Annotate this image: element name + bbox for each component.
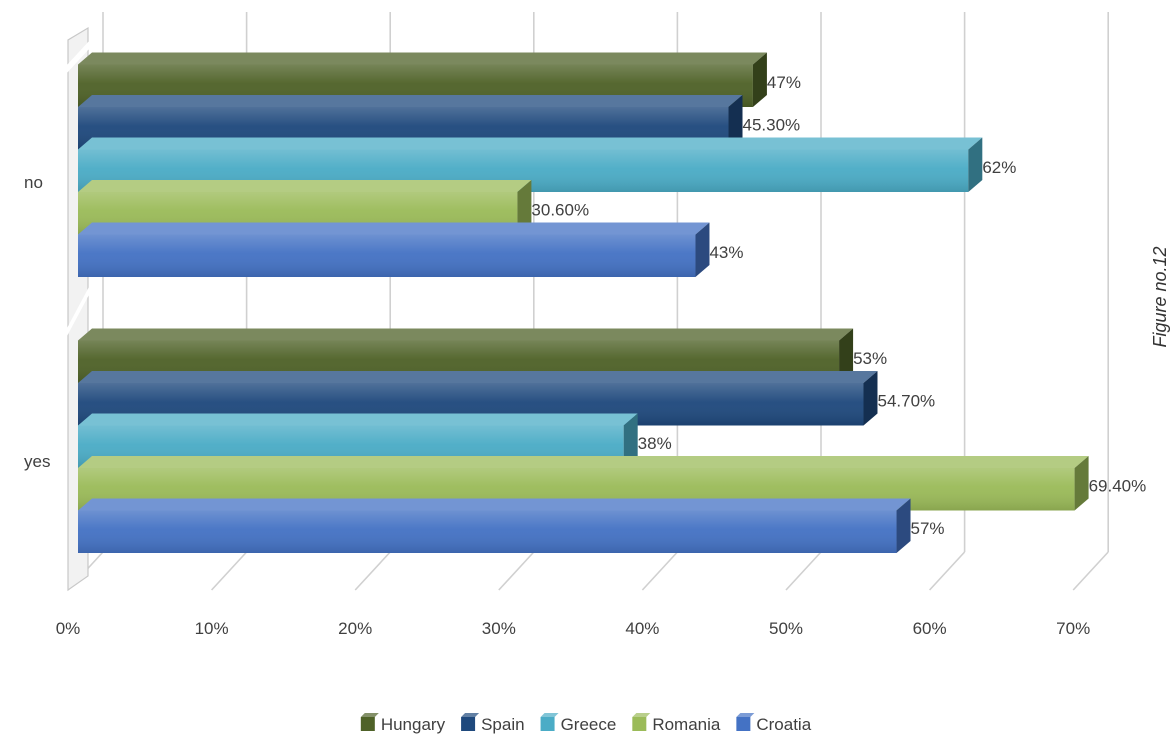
bar-highlight — [78, 234, 696, 277]
bar-top-face — [78, 328, 854, 341]
bar-top-face — [78, 95, 743, 107]
category-label: yes — [24, 452, 50, 471]
bar-highlight — [78, 510, 897, 553]
legend-swatch — [736, 717, 751, 731]
bar-side-face — [1074, 456, 1089, 511]
bar-side-face — [623, 413, 638, 468]
x-tick-label: 0% — [56, 619, 81, 638]
bar-side-face — [517, 180, 532, 235]
data-label: 30.60% — [531, 200, 589, 219]
legend-swatch — [632, 717, 647, 731]
x-tick-label: 30% — [482, 619, 516, 638]
legend-swatch-top — [360, 713, 379, 717]
bar-side-face — [863, 371, 878, 426]
legend-label: Croatia — [756, 715, 811, 734]
legend: Hungary Spain Greece Romania Croatia — [360, 713, 812, 734]
gridline-floor — [929, 551, 966, 591]
gridline-floor — [211, 551, 248, 591]
bar-top-face — [78, 498, 911, 511]
bar-top-face — [78, 371, 878, 383]
data-label: 53% — [853, 349, 887, 368]
bar-top-face — [78, 137, 983, 150]
bar-side-face — [752, 52, 767, 107]
figure-caption: Figure no.12 — [1150, 246, 1170, 347]
legend-swatch-top — [540, 713, 559, 717]
bar-side-face — [896, 498, 911, 553]
legend-swatch — [360, 717, 375, 731]
x-tick-label: 40% — [625, 619, 659, 638]
x-tick-label: 50% — [769, 619, 803, 638]
data-label: 57% — [911, 519, 945, 538]
data-label: 47% — [767, 73, 801, 92]
legend-item-romania: Romania — [632, 713, 721, 734]
data-label: 69.40% — [1089, 476, 1147, 495]
gridline-floor — [785, 551, 822, 591]
bar-top-face — [78, 222, 710, 235]
data-label: 62% — [982, 158, 1016, 177]
legend-swatch-top — [632, 713, 651, 717]
data-label: 54.70% — [877, 391, 935, 410]
gridline-floor — [1072, 551, 1109, 591]
legend-item-hungary: Hungary — [360, 713, 446, 734]
legend-swatch — [461, 717, 476, 731]
data-label: 45.30% — [743, 115, 801, 134]
bar-layer — [78, 52, 1089, 553]
bar-top-face — [78, 413, 638, 426]
bar-top-face — [78, 52, 767, 65]
legend-label: Spain — [481, 715, 524, 734]
legend-item-greece: Greece — [540, 713, 617, 734]
bar-side-face — [728, 95, 743, 150]
wall-break — [66, 40, 90, 74]
bar-top-face — [78, 456, 1089, 468]
bar-side-face — [968, 137, 983, 192]
data-label: 43% — [709, 243, 743, 262]
category-label: no — [24, 173, 43, 192]
bar-top-face — [78, 180, 532, 192]
bar-side-face — [839, 328, 854, 383]
x-tick-label: 60% — [913, 619, 947, 638]
x-tick-label: 10% — [195, 619, 229, 638]
legend-label: Hungary — [381, 715, 446, 734]
legend-swatch-top — [461, 713, 480, 717]
bar-side-face — [695, 222, 710, 277]
legend-swatch — [540, 717, 555, 731]
legend-item-spain: Spain — [461, 713, 525, 734]
gridline-floor — [498, 551, 535, 591]
wall-break — [66, 285, 90, 338]
legend-label: Romania — [652, 715, 721, 734]
x-tick-label: 20% — [338, 619, 372, 638]
legend-item-croatia: Croatia — [736, 713, 812, 734]
label-layer: 0% 10% 20% 30% 40% 50% 60% 70% yes 53% 54.70% 38% 69… — [24, 73, 1146, 638]
data-label: 38% — [638, 434, 672, 453]
legend-label: Greece — [561, 715, 617, 734]
legend-swatch-top — [736, 713, 755, 717]
gridline-floor — [354, 551, 391, 591]
gridline-floor — [641, 551, 678, 591]
x-tick-label: 70% — [1056, 619, 1090, 638]
